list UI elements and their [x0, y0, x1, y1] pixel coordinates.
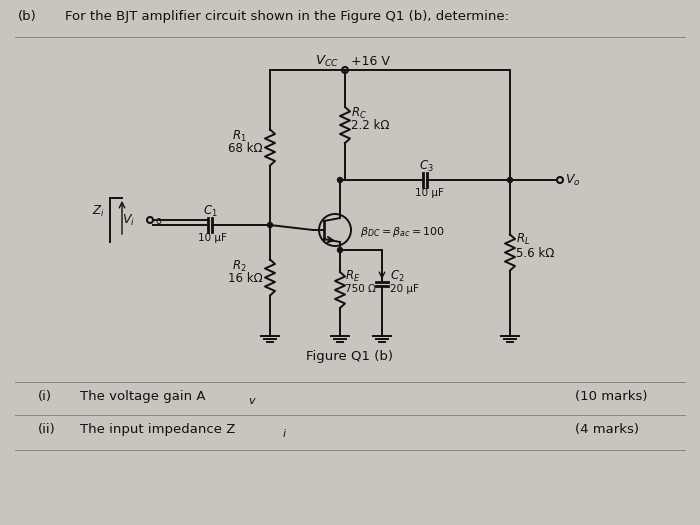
Text: $R_E$: $R_E$ [345, 269, 361, 284]
Circle shape [337, 177, 342, 183]
Text: The voltage gain A: The voltage gain A [80, 390, 206, 403]
Text: $Z_i$: $Z_i$ [92, 204, 104, 219]
Text: 750 Ω: 750 Ω [345, 284, 376, 294]
Text: $C_3$: $C_3$ [419, 159, 434, 174]
Text: i: i [283, 429, 286, 439]
Text: 2.2 kΩ: 2.2 kΩ [351, 119, 389, 132]
Text: $V_o$: $V_o$ [565, 173, 580, 188]
Text: 68 kΩ: 68 kΩ [228, 142, 262, 154]
Text: (10 marks): (10 marks) [575, 390, 648, 403]
Text: $V_i$: $V_i$ [122, 213, 135, 228]
Text: For the BJT amplifier circuit shown in the Figure Q1 (b), determine:: For the BJT amplifier circuit shown in t… [65, 10, 509, 23]
Circle shape [267, 223, 272, 227]
Text: $R_C$: $R_C$ [351, 106, 367, 121]
Text: $C_1$: $C_1$ [203, 204, 218, 219]
Text: $R_L$: $R_L$ [516, 232, 531, 247]
Circle shape [337, 247, 342, 253]
Text: 16 kΩ: 16 kΩ [228, 271, 262, 285]
Text: $R_2$: $R_2$ [232, 258, 246, 274]
Text: +16 V: +16 V [351, 55, 390, 68]
Text: The input impedance Z: The input impedance Z [80, 423, 235, 436]
Text: (i): (i) [38, 390, 52, 403]
Text: $R_1$: $R_1$ [232, 129, 246, 144]
Text: $V_{CC}$: $V_{CC}$ [315, 54, 339, 69]
Text: 20 μF: 20 μF [390, 284, 419, 294]
Text: (ii): (ii) [38, 423, 56, 436]
Text: $\beta_{DC}=\beta_{ac}=100$: $\beta_{DC}=\beta_{ac}=100$ [360, 225, 445, 239]
Text: 5.6 kΩ: 5.6 kΩ [516, 247, 554, 260]
Text: Figure Q1 (b): Figure Q1 (b) [307, 350, 393, 363]
Text: (4 marks): (4 marks) [575, 423, 639, 436]
Text: 10 μF: 10 μF [198, 233, 227, 243]
Text: o: o [155, 216, 161, 226]
Text: (b): (b) [18, 10, 36, 23]
Text: $C_2$: $C_2$ [390, 269, 405, 284]
Circle shape [508, 177, 512, 183]
Text: v: v [248, 396, 255, 406]
Text: 10 μF: 10 μF [415, 188, 444, 198]
